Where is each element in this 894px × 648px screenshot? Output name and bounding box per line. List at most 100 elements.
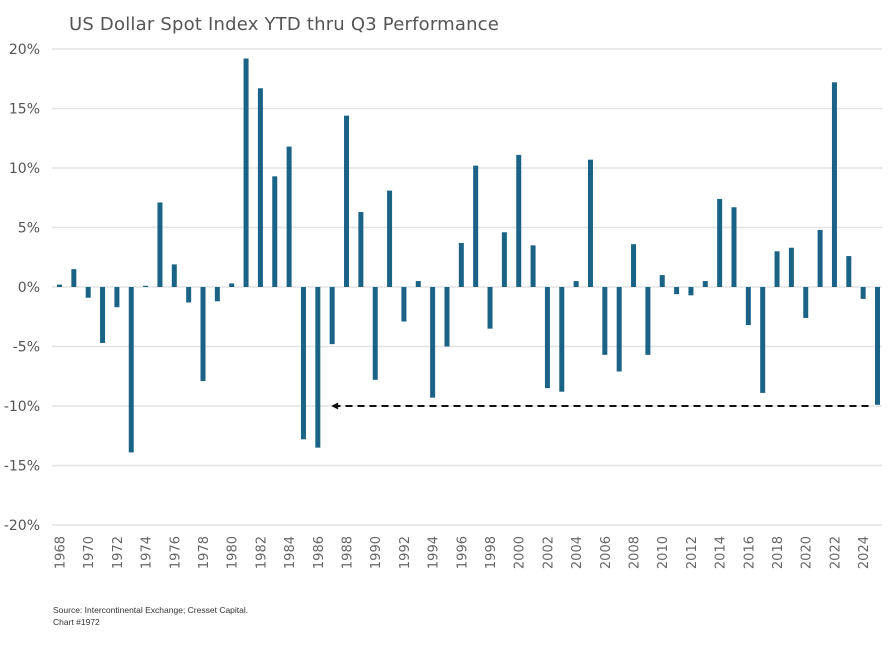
bar-1978 [200,287,206,382]
x-tick-label: 2010 [656,536,671,569]
bar-1984 [286,146,292,287]
x-tick-label: 1988 [341,536,356,569]
bar-2004 [573,281,579,287]
y-tick-label: 0% [18,280,40,296]
bar-1998 [487,287,493,329]
x-tick-label: 2006 [599,536,614,569]
x-tick-label: 1970 [82,536,97,569]
bar-2021 [817,229,823,287]
bar-1981 [243,58,249,287]
x-tick-label: 2000 [513,536,528,569]
bar-2012 [688,287,694,296]
x-tick-label: 1982 [254,536,269,569]
bar-1975 [157,202,163,287]
bar-1982 [257,88,263,288]
x-tick-label: 1978 [197,536,212,569]
x-tick-label: 1990 [369,536,384,569]
x-tick-label: 1986 [312,536,327,569]
bar-2007 [616,287,622,372]
y-tick-label: 5% [18,221,40,237]
x-tick-label: 1976 [168,536,183,569]
bar-1976 [171,264,177,287]
bar-2017 [760,287,766,393]
bar-2016 [745,287,751,326]
bar-1969 [71,269,77,287]
bar-1999 [501,232,507,287]
bar-1988 [344,115,350,287]
bar-1989 [358,212,364,287]
bar-1972 [114,287,120,308]
bar-1991 [387,190,393,287]
x-tick-label: 1998 [484,536,499,569]
x-tick-label: 1984 [283,536,298,569]
bar-2020 [803,287,809,318]
bar-2006 [602,287,608,355]
bar-1983 [272,176,278,287]
bar-1973 [128,287,134,453]
bar-2009 [645,287,651,355]
bar-2011 [674,287,680,295]
y-tick-label: -20% [4,518,40,534]
bar-1970 [85,287,91,298]
bar-1974 [143,285,149,288]
bar-2019 [788,247,794,287]
bar-1996 [458,242,464,287]
chart-id: Chart #1972 [53,617,100,627]
bar-1971 [100,287,106,343]
arrow-head-icon [331,402,339,410]
chart-title: US Dollar Spot Index YTD thru Q3 Perform… [69,14,500,35]
bar-chart: 20% 15% 10% 5% 0% -5% -10% -15% -20% 1968 1970 1972… [4,42,882,569]
x-tick-label: 1972 [111,536,126,569]
bar-2014 [717,198,723,287]
y-tick-label: -5% [13,340,40,356]
bar-1995 [444,287,450,347]
bar-1985 [300,287,306,440]
y-tick-label: 15% [9,102,40,118]
bar-2001 [530,245,536,287]
x-tick-label: 2024 [857,536,872,569]
bar-1992 [401,287,407,322]
bar-2024 [860,287,866,299]
bar-1986 [315,287,321,448]
bar-2008 [631,244,637,287]
bar-2000 [516,154,522,287]
x-tick-label: 2020 [800,536,815,569]
bar-1987 [329,287,335,345]
bar-2018 [774,251,780,287]
chart-footer: Source: Intercontinental Exchange; Cress… [53,604,248,628]
x-tick-label: 1994 [427,536,442,569]
bar-1968 [57,284,62,287]
y-tick-label: 20% [9,42,40,58]
bar-2013 [702,281,708,287]
bar-1980 [229,283,235,287]
x-tick-label: 2008 [628,536,643,569]
bar-1994 [430,287,436,398]
bar-1993 [415,281,421,287]
bar-2005 [587,159,593,287]
x-tick-label: 2016 [742,536,757,569]
bar-2025 [875,287,880,405]
y-tick-label: -10% [4,399,40,415]
bar-1979 [214,287,220,302]
bar-2022 [831,82,837,287]
bar-1990 [372,287,378,380]
bar-2015 [731,207,737,287]
source-note: Source: Intercontinental Exchange; Cress… [53,605,249,615]
x-tick-label: 2012 [685,536,700,569]
x-tick-label: 1980 [226,536,241,569]
bar-2003 [559,287,565,392]
x-tick-label: 2014 [714,536,729,569]
x-tick-label: 1992 [398,536,413,569]
x-tick-label: 1968 [54,536,69,569]
x-tick-label: 2002 [541,536,556,569]
bar-2010 [659,275,665,287]
bar-2023 [846,256,852,287]
bar-1997 [473,165,479,287]
bar-1977 [186,287,192,303]
x-tick-label: 2022 [828,536,843,569]
bar-2002 [544,287,550,389]
y-tick-label: -15% [4,459,40,475]
x-tick-label: 1996 [455,536,470,569]
x-tick-label: 2018 [771,536,786,569]
y-tick-label: 10% [9,161,40,177]
